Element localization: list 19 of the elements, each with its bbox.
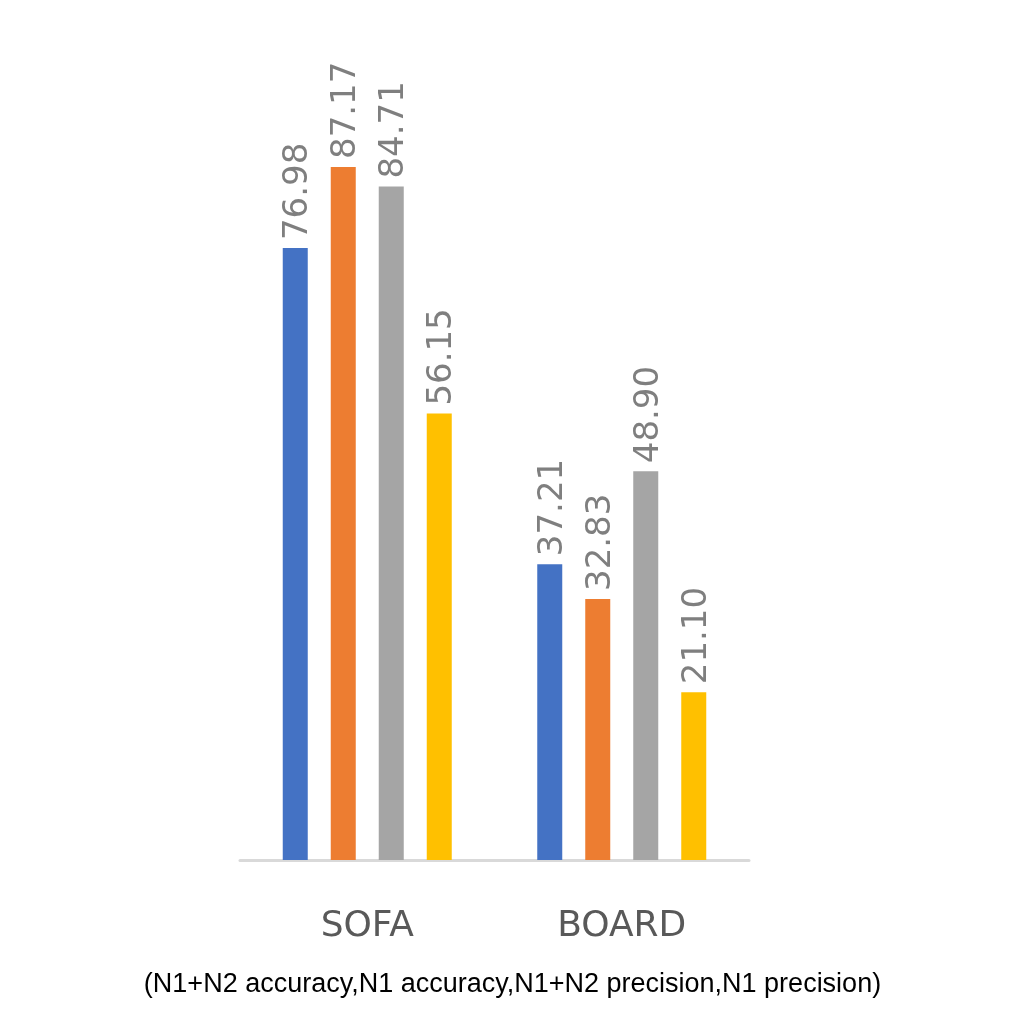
bar	[537, 564, 563, 860]
bar	[426, 413, 452, 860]
x-tick-label: SOFA	[320, 902, 415, 944]
text: (N1+N2 accuracy,N1 accuracy,N1+N2 precision,N1 precision)	[143, 967, 882, 998]
bar	[330, 167, 356, 860]
data-label: 87.17	[323, 61, 364, 159]
data-label: 37.21	[529, 458, 570, 557]
bar	[378, 186, 404, 860]
data-label: 76.98	[275, 142, 316, 241]
bar	[585, 599, 611, 860]
x-tick-label: BOARD	[557, 902, 687, 944]
data-label: 56.15	[419, 308, 460, 406]
data-label: 32.83	[577, 493, 618, 591]
data-label: 21.10	[673, 586, 714, 685]
bar	[633, 471, 659, 860]
data-label: 84.71	[371, 81, 412, 179]
data-label: 48.90	[625, 365, 666, 464]
bar	[681, 692, 707, 860]
bar	[282, 248, 308, 860]
